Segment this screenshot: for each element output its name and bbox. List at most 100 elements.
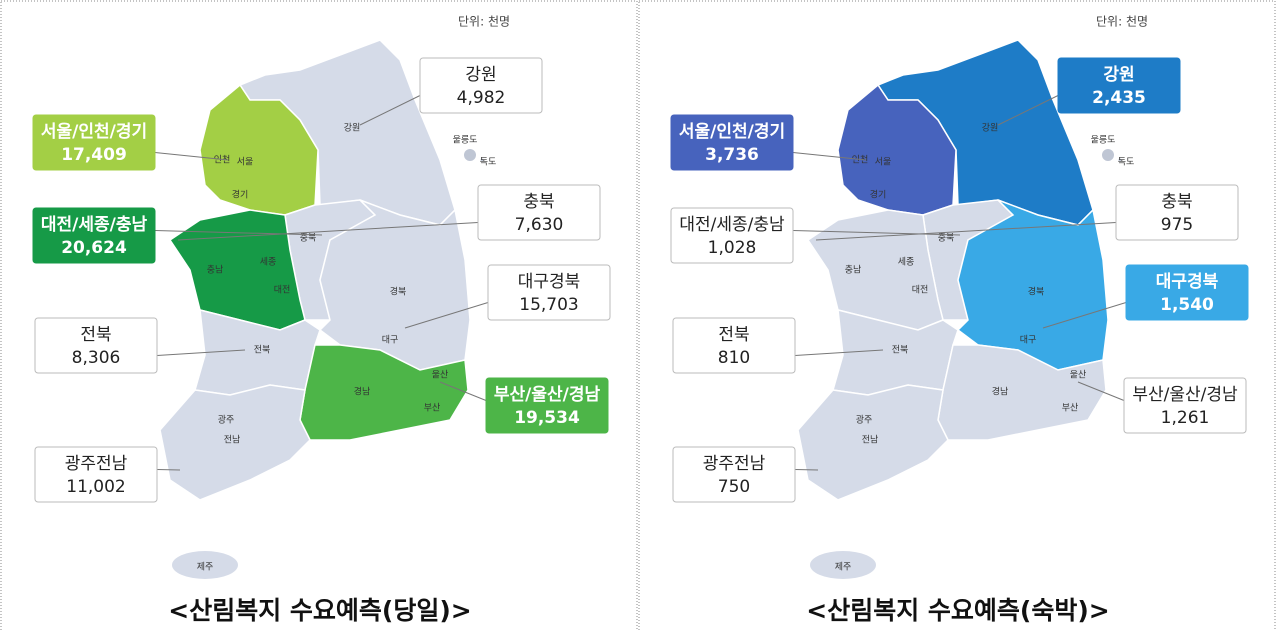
callout-name: 강원 [1103,65,1134,85]
callout-name: 서울/인천/경기 [679,122,785,142]
map-label: 세종 [260,257,277,268]
leader-line [997,95,1059,126]
callout-box [34,446,158,503]
callout-name: 부산/울산/경남 [1132,385,1238,405]
callout-value: 1,028 [708,238,757,258]
map-label: 독도 [1118,157,1135,168]
leader-line [154,230,323,236]
map-label: 충북 [300,233,317,244]
callout-value: 19,534 [514,408,580,428]
map-label: 인천 [214,155,231,166]
map-label: 전북 [254,345,271,356]
callout-box [672,317,796,374]
region-shape [172,551,238,579]
leader-line [1042,302,1127,329]
leader-line [154,152,229,161]
callout-box [485,377,609,434]
map-label: 경북 [1028,286,1045,298]
region-shape [806,209,944,331]
map-label: 서울 [237,157,254,168]
map-label: 전북 [892,345,909,356]
map-label: 강원 [982,123,999,134]
callout-value: 4,982 [457,88,506,108]
leader-line [792,230,961,236]
callout-value: 3,736 [705,145,759,165]
callout-name: 대구경북 [518,272,581,292]
callout-box [670,114,794,171]
map-label: 부산 [424,403,441,414]
callout-box [32,114,156,171]
map-label: 강원 [344,123,361,134]
map-label: 인천 [852,155,869,166]
leader-line [177,222,479,241]
map-label: 울릉도 [453,135,478,146]
callout-value: 20,624 [61,238,127,258]
map-label: 울산 [1070,370,1087,381]
island [1102,149,1114,161]
leader-line [359,95,421,126]
map-label: 충남 [207,265,224,276]
map-label: 부산 [1062,403,1079,414]
panel-border [0,0,638,630]
leader-line [792,152,867,161]
map-label: 충남 [845,265,862,276]
callout-value: 1,540 [1160,295,1214,315]
map-label: 경기 [232,189,249,201]
callout-name: 충북 [1161,192,1192,212]
callout-name: 광주전남 [703,454,766,474]
map-label: 충북 [938,233,955,244]
panel-title: <산림복지 수요예측(당일)> [168,596,471,625]
callout-box [1123,377,1247,434]
map-label: 경북 [390,286,407,298]
callout-value: 17,409 [61,145,127,165]
callout-box [34,317,158,374]
map-label: 제주 [835,562,852,573]
callout-name: 전북 [718,325,749,345]
map-label: 경기 [870,189,887,201]
callout-value: 11,002 [66,477,125,497]
leader-line [404,302,489,329]
map-label: 경남 [354,386,371,398]
callout-name: 강원 [465,65,496,85]
leader-line [439,381,487,401]
map-label: 독도 [480,157,497,168]
map-label: 경남 [992,386,1009,398]
leader-line [815,222,1117,241]
island [464,149,476,161]
callout-box [672,446,796,503]
leader-line [794,469,819,471]
callout-name: 전북 [80,325,111,345]
callout-value: 2,435 [1092,88,1146,108]
callout-value: 7,630 [515,215,564,235]
callout-box [1057,57,1181,114]
map-label: 울산 [432,370,449,381]
callout-name: 대전/세종/충남 [41,215,148,235]
leader-line [1077,381,1125,401]
map-label: 제주 [197,562,214,573]
callout-box [477,184,601,241]
callout-box [1115,184,1239,241]
callout-value: 1,261 [1161,408,1210,428]
callout-name: 충북 [523,192,554,212]
map-label: 대전 [912,285,929,296]
map-label: 광주 [218,414,235,426]
leader-line [794,349,884,356]
callout-value: 975 [1161,215,1193,235]
callout-name: 부산/울산/경남 [494,385,601,405]
map-label: 울릉도 [1091,135,1116,146]
callout-box [487,264,611,321]
callout-value: 810 [718,348,750,368]
map-label: 세종 [898,257,915,268]
map-label: 서울 [875,157,892,168]
callout-value: 8,306 [72,348,121,368]
map-label: 대전 [274,285,291,296]
panel-border [638,0,1276,630]
island [1118,158,1122,162]
leader-line [156,349,246,356]
panel-title: <산림복지 수요예측(숙박)> [806,596,1109,625]
region-shape [810,551,876,579]
callout-value: 750 [718,477,750,497]
